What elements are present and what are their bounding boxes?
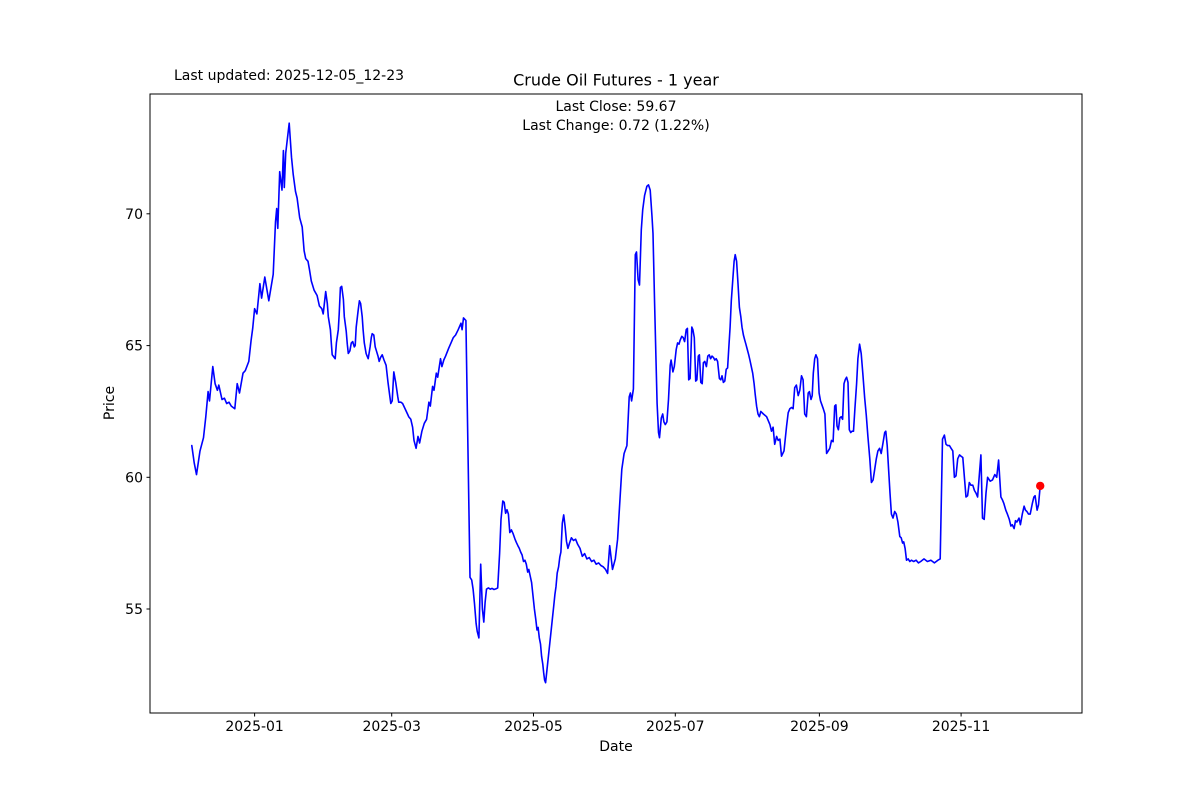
x-tick-label: 2025-07 [646, 719, 705, 735]
x-axis-label: Date [599, 739, 633, 755]
last-price-marker [1036, 481, 1045, 491]
last-close-text: Last Close: 59.67 [555, 99, 677, 115]
x-tick-label: 2025-11 [932, 719, 991, 735]
y-axis-label: Price [102, 385, 118, 421]
y-tick-label: 60 [125, 470, 143, 486]
last-change-text: Last Change: 0.72 (1.22%) [522, 118, 710, 134]
x-tick-label: 2025-03 [362, 719, 421, 735]
x-tick-label: 2025-09 [790, 719, 849, 735]
last-updated-annotation: Last updated: 2025-12-05_12-23 [174, 68, 405, 84]
chart-title: Crude Oil Futures - 1 year [513, 70, 719, 90]
y-tick-label: 65 [125, 339, 143, 355]
y-tick-label: 55 [125, 602, 143, 618]
x-tick-label: 2025-01 [225, 719, 284, 735]
y-tick-label: 70 [125, 207, 143, 223]
x-tick-label: 2025-05 [504, 719, 563, 735]
price-line [191, 122, 1041, 684]
axes-frame [149, 93, 1083, 714]
last-close-annotation: Last Close: 59.67 Last Change: 0.72 (1.2… [522, 98, 709, 136]
